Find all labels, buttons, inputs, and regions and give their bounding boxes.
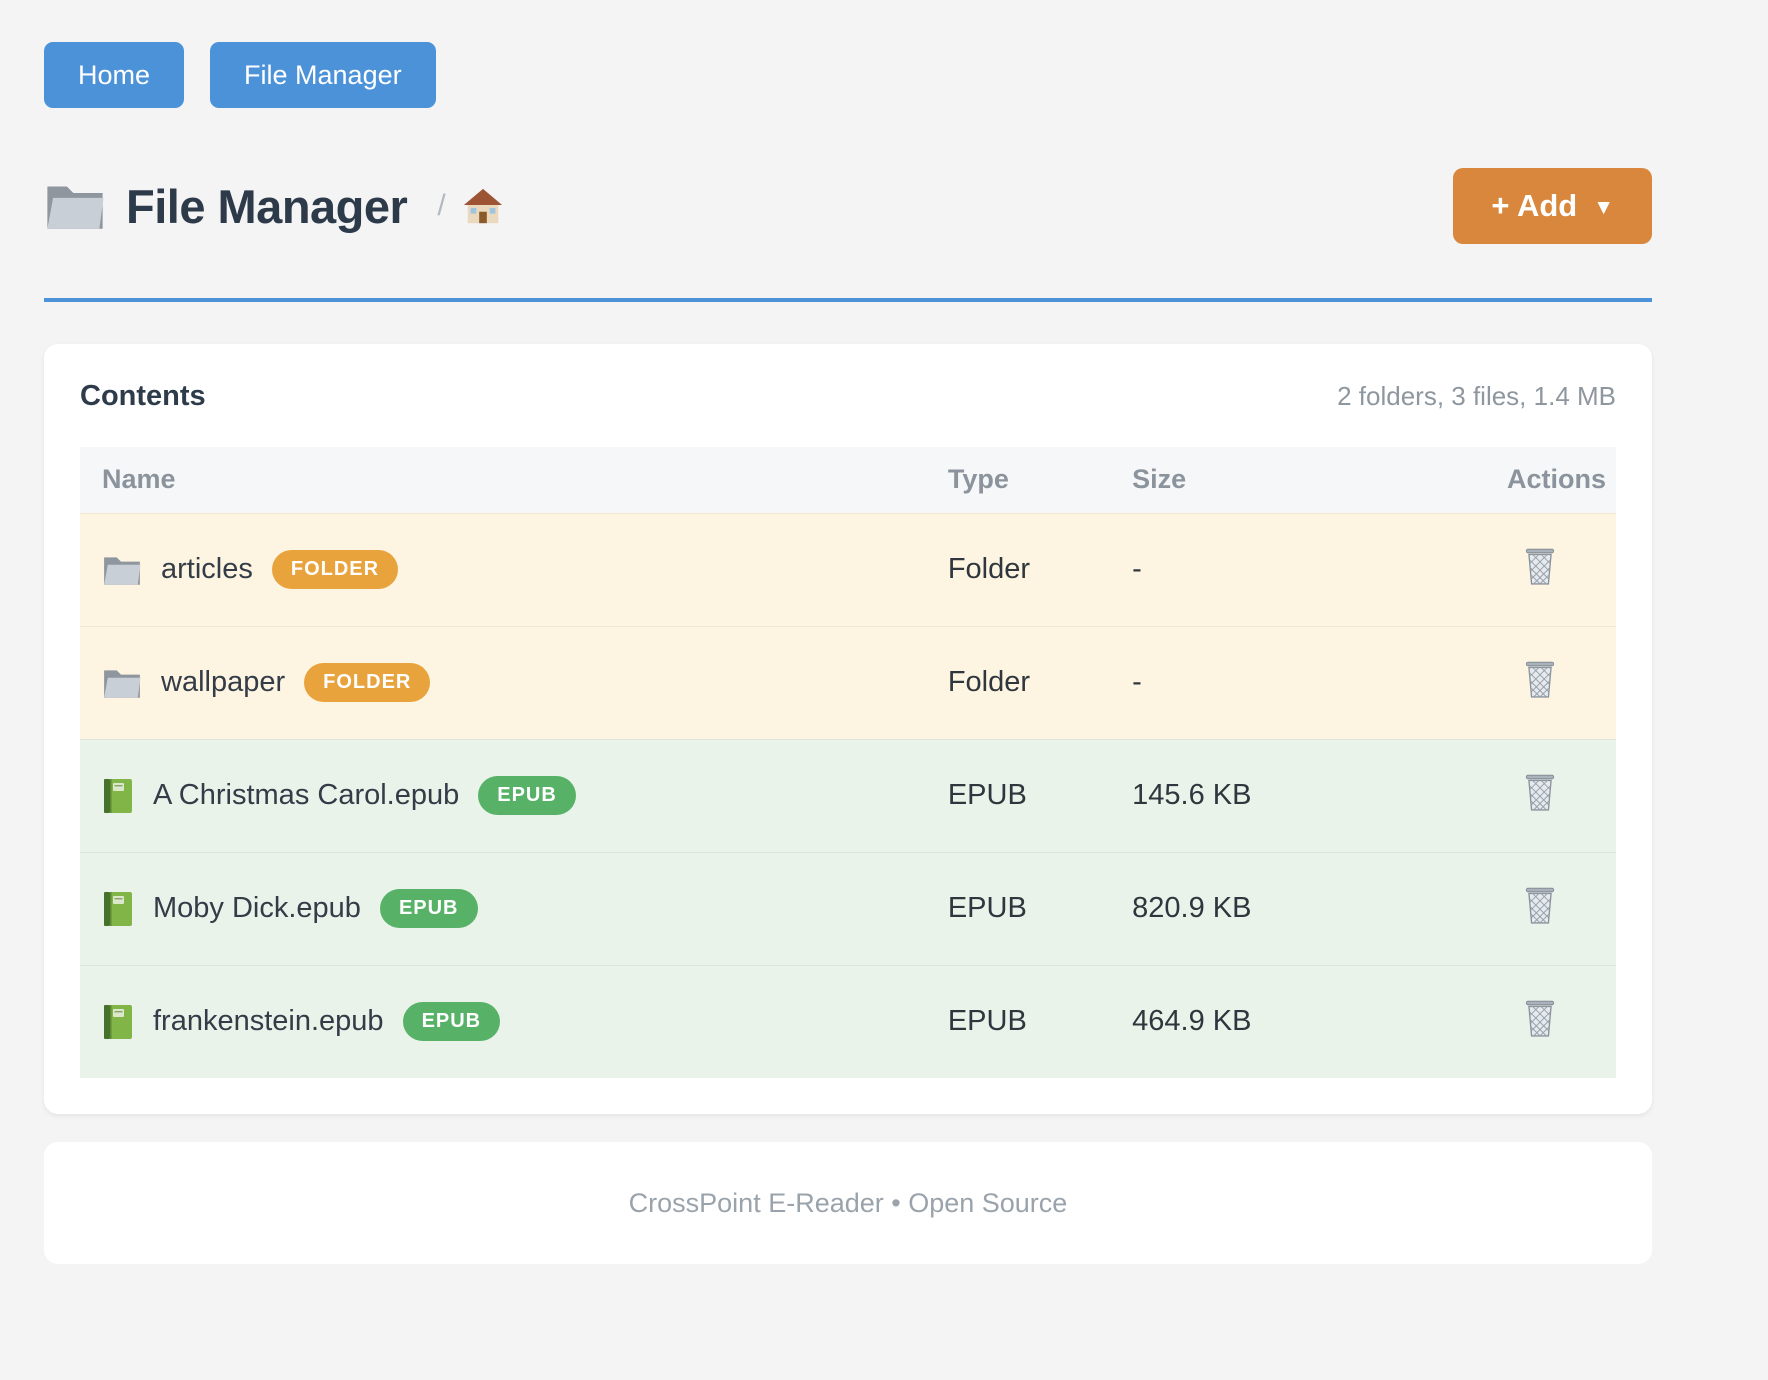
type-badge: FOLDER	[271, 550, 399, 589]
item-type: EPUB	[947, 779, 1027, 811]
footer-text: CrossPoint E-Reader • Open Source	[628, 1187, 1068, 1218]
green-book-icon	[102, 890, 134, 928]
folder-icon	[44, 180, 106, 232]
delete-button[interactable]	[1522, 546, 1558, 586]
contents-table: Name Type Size Actions articles FOLDER	[80, 447, 1616, 1078]
wastebasket-icon	[1522, 1000, 1558, 1041]
table-row: articles FOLDER Folder -	[80, 513, 1616, 626]
column-header-name: Name	[80, 447, 948, 513]
contents-heading: Contents	[80, 380, 206, 412]
delete-button[interactable]	[1522, 659, 1558, 699]
breadcrumb: /	[437, 186, 503, 226]
item-name[interactable]: frankenstein.epub	[153, 1005, 384, 1038]
top-nav: Home File Manager	[44, 0, 1652, 108]
house-icon[interactable]	[462, 186, 504, 226]
page-title: File Manager	[126, 179, 408, 233]
type-badge: EPUB	[478, 776, 576, 815]
item-name[interactable]: Moby Dick.epub	[153, 892, 361, 924]
title-group: File Manager /	[44, 179, 504, 234]
item-name[interactable]: articles	[161, 553, 253, 585]
item-type: Folder	[947, 666, 1031, 698]
table-row: frankenstein.epub EPUB EPUB 464.9 KB	[80, 965, 1616, 1078]
item-type: EPUB	[947, 1005, 1027, 1038]
item-type: EPUB	[947, 892, 1027, 924]
nav-home-button[interactable]: Home	[44, 42, 185, 108]
table-row: wallpaper FOLDER Folder -	[80, 626, 1616, 739]
page-header: File Manager / + Add ▼	[44, 168, 1652, 244]
contents-table-body: articles FOLDER Folder -	[80, 513, 1616, 1078]
delete-button[interactable]	[1522, 772, 1558, 812]
column-header-size: Size	[1132, 447, 1378, 513]
contents-summary: 2 folders, 3 files, 1.4 MB	[1337, 381, 1616, 411]
item-type: Folder	[947, 553, 1031, 585]
item-name[interactable]: A Christmas Carol.epub	[153, 779, 460, 811]
item-size: 820.9 KB	[1132, 892, 1252, 924]
footer: CrossPoint E-Reader • Open Source	[44, 1142, 1652, 1264]
green-book-icon	[102, 1003, 134, 1041]
item-size: 145.6 KB	[1132, 779, 1252, 811]
add-button[interactable]: + Add ▼	[1453, 168, 1652, 244]
item-size: -	[1132, 553, 1142, 585]
type-badge: EPUB	[379, 889, 478, 928]
item-size: -	[1132, 666, 1142, 698]
folder-icon	[102, 666, 142, 700]
chevron-down-icon: ▼	[1593, 196, 1614, 219]
table-row: A Christmas Carol.epub EPUB EPUB 145.6 K…	[80, 739, 1616, 852]
page: Home File Manager File Manager /	[44, 0, 1652, 1264]
type-badge: EPUB	[402, 1002, 501, 1042]
table-row: Moby Dick.epub EPUB EPUB 820.9 KB	[80, 852, 1616, 965]
add-button-label: + Add	[1491, 188, 1578, 223]
wastebasket-icon	[1522, 774, 1558, 815]
type-badge: FOLDER	[304, 663, 431, 702]
wastebasket-icon	[1522, 548, 1558, 589]
delete-button[interactable]	[1522, 885, 1558, 925]
wastebasket-icon	[1522, 887, 1558, 928]
wastebasket-icon	[1522, 661, 1558, 702]
nav-file-manager-button[interactable]: File Manager	[210, 42, 436, 108]
table-header-row: Name Type Size Actions	[80, 447, 1616, 513]
column-header-actions: Actions	[1377, 447, 1616, 513]
item-name[interactable]: wallpaper	[161, 666, 286, 698]
contents-card: Contents 2 folders, 3 files, 1.4 MB Name…	[44, 344, 1652, 1114]
green-book-icon	[102, 777, 134, 815]
delete-button[interactable]	[1522, 998, 1558, 1038]
column-header-type: Type	[947, 447, 1133, 513]
item-size: 464.9 KB	[1132, 1005, 1252, 1038]
folder-icon	[102, 553, 142, 587]
contents-card-header: Contents 2 folders, 3 files, 1.4 MB	[80, 380, 1616, 413]
title-divider	[44, 298, 1652, 302]
breadcrumb-separator: /	[437, 189, 446, 222]
